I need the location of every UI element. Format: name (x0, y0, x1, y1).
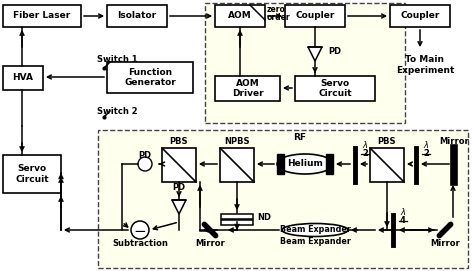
Text: Switch 1: Switch 1 (97, 54, 137, 63)
Bar (3, 66, 43, 90)
Text: Servo
Circuit: Servo Circuit (15, 164, 49, 184)
Text: 2: 2 (423, 149, 429, 158)
Text: Coupler: Coupler (401, 11, 440, 21)
Bar (98, 130, 468, 268)
Bar (215, 76, 280, 101)
Bar (107, 5, 167, 27)
Text: Mirror: Mirror (439, 137, 469, 146)
Text: $\lambda$: $\lambda$ (423, 139, 429, 150)
Text: NPBS: NPBS (224, 137, 250, 147)
Text: HVA: HVA (12, 73, 34, 82)
Ellipse shape (277, 154, 333, 174)
Text: PD: PD (328, 47, 341, 56)
Bar (277, 154, 284, 174)
Text: Switch 2: Switch 2 (97, 107, 137, 115)
Text: Subtraction: Subtraction (112, 240, 168, 249)
Text: Coupler: Coupler (295, 11, 335, 21)
Bar (107, 62, 193, 93)
Text: PBS: PBS (170, 137, 188, 147)
Text: AOM
Driver: AOM Driver (232, 79, 264, 98)
Text: Function
Generator: Function Generator (124, 68, 176, 87)
Text: AOM: AOM (228, 11, 252, 21)
Bar (221, 220, 253, 225)
Text: zero: zero (267, 5, 286, 15)
Text: $\lambda$: $\lambda$ (362, 139, 368, 150)
Bar (285, 5, 345, 27)
Text: 4: 4 (400, 216, 406, 225)
Text: PD: PD (138, 150, 152, 160)
Text: 2: 2 (362, 149, 368, 158)
Bar (390, 5, 450, 27)
Polygon shape (308, 47, 322, 61)
Text: Mirror: Mirror (430, 240, 460, 249)
Bar (221, 214, 253, 219)
Text: Fiber Laser: Fiber Laser (13, 11, 71, 21)
Bar (220, 148, 254, 182)
Text: $\lambda$: $\lambda$ (400, 206, 406, 217)
Text: Beam Expander: Beam Expander (280, 225, 350, 234)
Ellipse shape (282, 224, 348, 237)
Ellipse shape (138, 157, 152, 171)
Text: Isolator: Isolator (118, 11, 156, 21)
Text: ND: ND (257, 214, 271, 222)
Bar (3, 155, 61, 193)
Bar (370, 148, 404, 182)
Bar (3, 5, 81, 27)
Bar (326, 154, 333, 174)
Text: Helium: Helium (287, 160, 323, 169)
Bar (215, 5, 265, 27)
Text: $-$: $-$ (133, 222, 146, 237)
Text: To Main
Experiment: To Main Experiment (396, 55, 454, 75)
Text: PD: PD (173, 183, 185, 192)
Bar (162, 148, 196, 182)
Text: Beam Expander: Beam Expander (280, 237, 350, 247)
Circle shape (131, 221, 149, 239)
Text: order: order (267, 14, 291, 22)
Bar (205, 3, 405, 123)
Text: Servo
Circuit: Servo Circuit (318, 79, 352, 98)
Text: RF: RF (293, 133, 307, 141)
Polygon shape (172, 200, 186, 214)
Text: PBS: PBS (378, 137, 396, 147)
Text: Mirror: Mirror (195, 240, 225, 249)
Bar (295, 76, 375, 101)
